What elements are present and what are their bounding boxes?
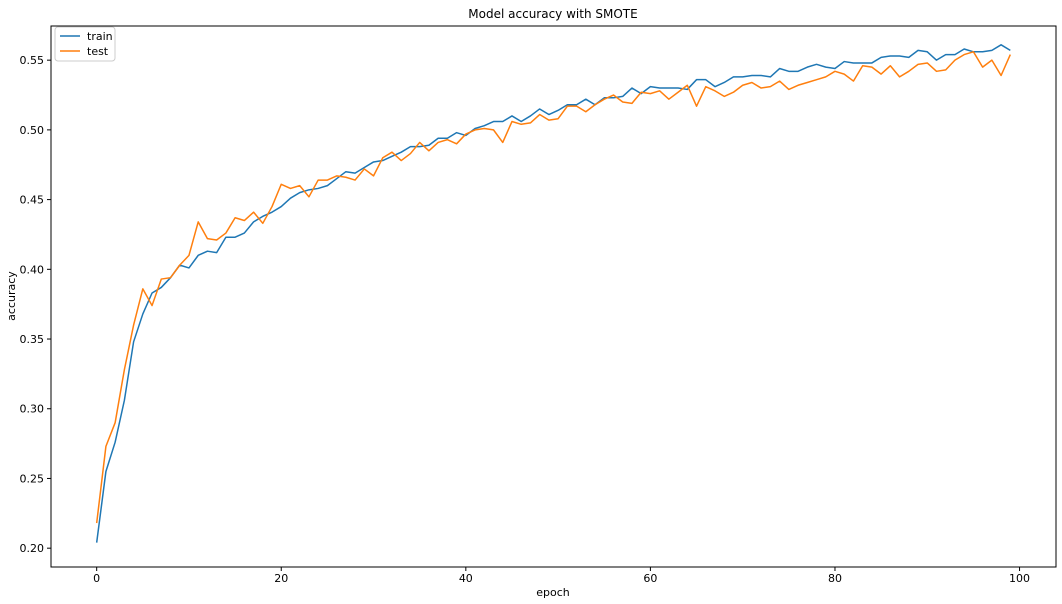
x-tick-label: 40 bbox=[459, 572, 473, 585]
y-axis-label: accuracy bbox=[5, 271, 18, 321]
y-tick-label: 0.40 bbox=[20, 263, 45, 276]
series-line-test bbox=[95, 51, 1012, 524]
x-tick-label: 80 bbox=[828, 572, 842, 585]
chart-title: Model accuracy with SMOTE bbox=[468, 7, 637, 21]
x-tick-label: 60 bbox=[643, 572, 657, 585]
legend-label-train: train bbox=[87, 30, 113, 43]
y-tick-label: 0.55 bbox=[20, 54, 45, 67]
x-axis-ticks: 0 20 40 60 80 100 bbox=[93, 567, 1030, 585]
legend-items: train test bbox=[60, 30, 113, 58]
plot-area: 0 20 40 60 80 100 0.20 0.25 0.30 0.35 0.40 0.45 0.5… bbox=[20, 25, 1057, 585]
legend-label-test: test bbox=[87, 45, 109, 58]
series-layer bbox=[95, 44, 1012, 543]
x-tick-label: 100 bbox=[1009, 572, 1030, 585]
y-tick-label: 0.20 bbox=[20, 542, 45, 555]
y-tick-label: 0.50 bbox=[20, 124, 45, 137]
y-tick-label: 0.35 bbox=[20, 333, 45, 346]
legend: train test bbox=[54, 26, 116, 62]
x-tick-label: 20 bbox=[274, 572, 288, 585]
y-tick-label: 0.30 bbox=[20, 403, 45, 416]
series-line-train bbox=[95, 44, 1011, 543]
x-tick-label: 0 bbox=[93, 572, 100, 585]
axes-frame bbox=[50, 25, 1057, 568]
x-axis-label: epoch bbox=[536, 586, 570, 599]
y-tick-label: 0.25 bbox=[20, 472, 45, 485]
y-axis-ticks: 0.20 0.25 0.30 0.35 0.40 0.45 0.50 0.55 bbox=[20, 54, 51, 555]
y-tick-label: 0.45 bbox=[20, 194, 45, 207]
